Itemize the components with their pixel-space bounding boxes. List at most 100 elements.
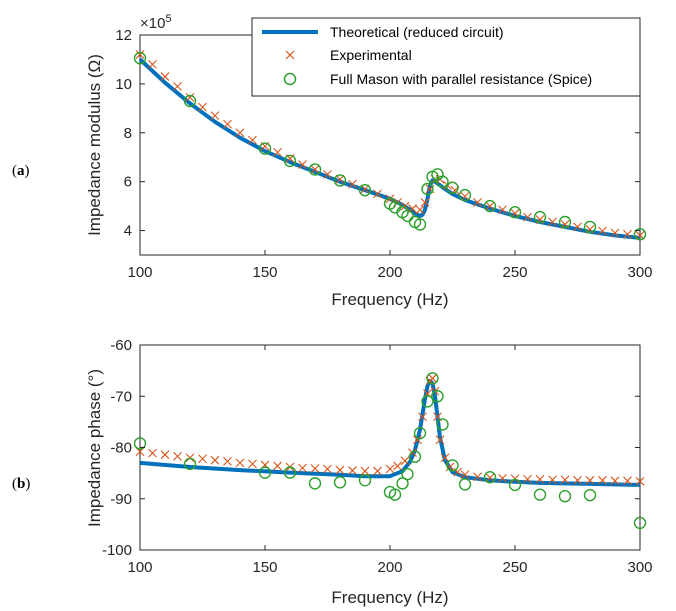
point-spice xyxy=(258,466,272,479)
point-experimental xyxy=(248,459,257,469)
x-tick-label: 300 xyxy=(627,559,652,576)
point-experimental xyxy=(248,135,257,145)
point-experimental xyxy=(310,165,320,174)
point-experimental xyxy=(223,119,232,129)
point-experimental xyxy=(373,189,382,199)
y-tick-label: -90 xyxy=(110,491,132,508)
point-spice xyxy=(413,426,427,440)
point-experimental xyxy=(440,453,450,463)
point-spice xyxy=(533,210,547,224)
point-spice xyxy=(358,184,372,197)
point-experimental xyxy=(498,473,507,483)
series-line-theoretical xyxy=(139,378,641,487)
point-spice xyxy=(396,477,409,490)
panel-a-y-axis-label: Impedance modulus (Ω) xyxy=(85,54,104,236)
point-experimental xyxy=(273,461,282,471)
x-tick-label: 200 xyxy=(377,559,402,576)
x-tick-label: 150 xyxy=(252,264,277,281)
legend-swatch-spice xyxy=(283,72,297,86)
y-tick-label: 8 xyxy=(124,125,132,142)
panel-label-a-letter: a xyxy=(17,163,25,179)
point-spice xyxy=(421,395,434,408)
legend-swatch-experimental xyxy=(285,50,295,60)
point-experimental xyxy=(373,466,382,476)
point-spice xyxy=(421,182,434,196)
y-tick-label: 6 xyxy=(124,174,132,191)
point-spice xyxy=(308,163,322,176)
panel-a-ticks: 100 150 200 250 300 4 6 8 10 12 xyxy=(115,27,652,281)
point-experimental xyxy=(418,412,427,422)
point-experimental xyxy=(473,472,482,482)
point-experimental xyxy=(298,160,307,169)
point-experimental xyxy=(400,456,410,466)
point-experimental xyxy=(510,209,520,218)
point-spice xyxy=(446,181,459,194)
x-tick-label: 200 xyxy=(377,264,402,281)
x-tick-label: 250 xyxy=(502,264,527,281)
panel-b-plot: 100 150 200 250 300 -100 -90 -80 -70 -60 Frequenc… xyxy=(85,337,653,607)
legend: Theoretical (reduced circuit) Experiment… xyxy=(251,17,641,97)
point-spice xyxy=(388,488,402,501)
point-experimental xyxy=(323,464,332,474)
point-experimental xyxy=(400,201,410,211)
point-experimental xyxy=(573,222,582,232)
point-experimental xyxy=(623,476,632,486)
point-spice xyxy=(446,459,459,472)
point-experimental xyxy=(485,201,495,211)
point-spice xyxy=(558,489,572,503)
point-spice xyxy=(508,206,522,219)
point-spice xyxy=(483,471,497,484)
point-spice xyxy=(426,372,439,385)
point-experimental xyxy=(523,212,532,222)
point-spice xyxy=(458,188,472,202)
panel-b-data-layer xyxy=(133,372,647,530)
point-spice xyxy=(308,477,322,490)
legend-label-spice: Full Mason with parallel resistance (Spi… xyxy=(330,71,592,87)
panel-a-y-multiplier-exponent: 5 xyxy=(165,13,171,25)
point-experimental xyxy=(310,464,320,473)
point-experimental xyxy=(298,463,307,473)
point-spice xyxy=(133,437,147,450)
point-experimental xyxy=(498,205,507,215)
point-spice xyxy=(408,450,422,463)
point-experimental xyxy=(485,473,495,483)
point-spice xyxy=(133,52,147,65)
point-spice xyxy=(413,218,427,231)
point-experimental xyxy=(460,191,470,201)
point-spice xyxy=(283,466,297,479)
point-experimental xyxy=(573,475,582,485)
point-experimental xyxy=(160,72,170,81)
point-spice xyxy=(436,175,449,188)
point-experimental xyxy=(348,466,357,475)
point-experimental xyxy=(335,465,345,475)
point-experimental xyxy=(523,474,532,484)
y-tick-label: 4 xyxy=(124,223,132,240)
point-experimental xyxy=(460,470,470,480)
point-experimental xyxy=(223,456,232,466)
panel-a-data-layer xyxy=(133,50,647,241)
point-experimental xyxy=(473,198,482,207)
y-tick-label: -100 xyxy=(102,542,132,559)
point-spice xyxy=(583,488,597,502)
panel-a-plot: 100 150 200 250 300 4 6 8 10 12 ×105 Frequency (H… xyxy=(85,13,653,309)
point-experimental xyxy=(210,455,220,465)
y-tick-label: -80 xyxy=(110,440,132,457)
point-spice xyxy=(401,467,414,481)
point-spice xyxy=(183,94,197,108)
point-spice xyxy=(333,476,347,489)
point-experimental xyxy=(560,475,570,485)
point-experimental xyxy=(360,466,370,476)
x-tick-label: 300 xyxy=(627,264,652,281)
point-experimental xyxy=(598,226,607,236)
x-tick-label: 250 xyxy=(502,559,527,576)
point-experimental xyxy=(185,92,195,102)
point-experimental xyxy=(393,461,402,471)
point-spice xyxy=(431,390,444,403)
panel-b-y-axis-label: Impedance phase (°) xyxy=(85,369,104,527)
point-experimental xyxy=(198,102,207,112)
point-experimental xyxy=(610,228,620,238)
legend-label-theoretical: Theoretical (reduced circuit) xyxy=(330,24,504,40)
point-experimental xyxy=(598,475,607,485)
point-spice xyxy=(358,474,372,487)
panel-label-a: (a) xyxy=(12,163,30,179)
